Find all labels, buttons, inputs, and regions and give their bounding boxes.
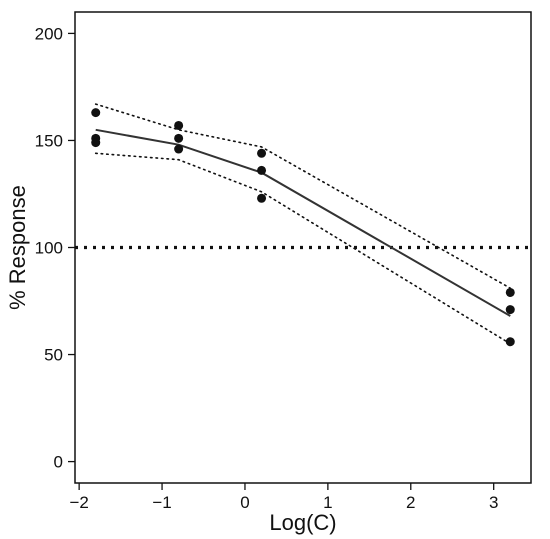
y-tick-label: 200	[35, 24, 63, 43]
y-tick-label: 0	[54, 453, 63, 472]
confidence-bands	[94, 103, 512, 345]
data-point	[174, 144, 184, 154]
data-point	[91, 138, 101, 148]
y-tick-label: 50	[44, 346, 63, 365]
data-point	[257, 165, 267, 175]
x-tick-label: 3	[489, 493, 498, 512]
y-tick-label: 100	[35, 239, 63, 258]
axis-ticks: −2 −1 0 1 2 3 0 50 100 150 200	[35, 24, 499, 512]
data-point	[257, 148, 267, 158]
data-point	[505, 287, 515, 297]
data-point	[174, 120, 184, 130]
x-tick-label: 2	[406, 493, 415, 512]
upper-confidence-band	[94, 103, 512, 290]
fit-line	[95, 128, 511, 317]
data-point	[505, 337, 515, 347]
data-point	[505, 305, 515, 315]
data-point	[174, 133, 184, 143]
x-axis-title: Log(C)	[269, 510, 336, 535]
data-point	[91, 108, 101, 118]
lower-confidence-band	[94, 152, 512, 345]
x-tick-label: 0	[240, 493, 249, 512]
y-axis-title: % Response	[5, 185, 30, 310]
x-tick-label: −2	[69, 493, 88, 512]
y-tick-label: 150	[35, 131, 63, 150]
x-tick-label: −1	[152, 493, 171, 512]
x-tick-label: 1	[323, 493, 332, 512]
data-points	[91, 108, 515, 347]
fit-line-group	[95, 128, 511, 317]
data-point	[257, 193, 267, 203]
